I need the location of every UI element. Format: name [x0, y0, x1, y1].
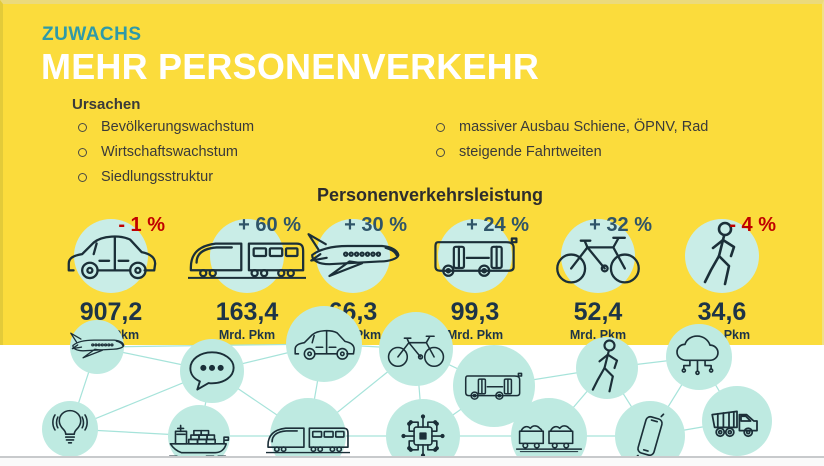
yellow-background: [0, 0, 824, 345]
bullet-icon: [436, 148, 445, 157]
teal-circle: [438, 219, 512, 293]
bus-icon: [464, 372, 523, 400]
mode-unit: Mrd. Pkm: [82, 328, 140, 342]
pedestrian-icon: [591, 339, 619, 393]
plane-icon: [304, 231, 402, 282]
mode-bike: + 32 % 52,4 Mrd. Pkm: [536, 214, 660, 342]
teal-circle: [561, 219, 635, 293]
mode-value: 66,3: [328, 298, 378, 326]
mode-unit: Mrd. Pkm: [218, 328, 276, 342]
pct-change: + 24 %: [466, 214, 529, 236]
pct-change: + 30 %: [344, 214, 407, 236]
mode-value: 163,4: [215, 298, 279, 326]
mode-plane: + 30 % 66,3 Mrd. Pkm: [291, 214, 415, 342]
microchip-icon: [401, 414, 445, 458]
bottom-divider: [0, 456, 824, 458]
mode-train: + 60 % 163,4 Mrd. Pkm: [185, 214, 309, 342]
list-item: steigende Fahrtweiten: [436, 144, 708, 169]
mode-bus: + 24 % 99,3 Mrd. Pkm: [413, 214, 537, 342]
teal-circle: [74, 219, 148, 293]
pct-change: - 4 %: [729, 214, 776, 236]
teal-circle: [316, 219, 390, 293]
mode-walk: - 4 % 34,6 Mrd. Pkm: [660, 214, 784, 342]
list-item: massiver Ausbau Schiene, ÖPNV, Rad: [436, 119, 708, 144]
mode-unit: Mrd. Pkm: [324, 328, 382, 342]
bullet-icon: [78, 123, 87, 132]
pct-change: + 32 %: [589, 214, 652, 236]
mode-value: 52,4: [573, 298, 623, 326]
teal-circle: [210, 219, 284, 293]
pct-change: + 60 %: [238, 214, 301, 236]
list-item: Bevölkerungswachstum: [78, 119, 254, 144]
lightbulb-icon: [52, 409, 88, 444]
freight-wagons-icon: [516, 425, 582, 453]
smartphone-icon: [634, 413, 665, 459]
below-divider-area: [0, 458, 824, 466]
page-title: MEHR PERSONENVERKEHR: [41, 46, 540, 87]
section-title: Personenverkehrsleistung: [316, 185, 544, 205]
causes-heading: Ursachen: [72, 96, 141, 113]
pct-change: - 1 %: [118, 214, 165, 236]
mode-unit: Mrd. Pkm: [569, 328, 627, 342]
bullet-icon: [78, 148, 87, 157]
bullet-icon: [78, 173, 87, 182]
mode-value: 99,3: [450, 298, 500, 326]
train-icon: [266, 427, 350, 454]
teal-circle: [685, 219, 759, 293]
kicker: ZUWACHS: [42, 24, 142, 45]
causes-list-left: Bevölkerungswachstum Wirtschaftswachstum…: [78, 119, 254, 194]
mode-value: 34,6: [697, 298, 747, 326]
bus-icon: [429, 232, 521, 280]
mode-car: - 1 % 907,2 Mrd. Pkm: [49, 214, 173, 342]
mode-unit: Mrd. Pkm: [693, 328, 751, 342]
causes-list-right: massiver Ausbau Schiene, ÖPNV, Rad steig…: [436, 119, 708, 169]
train-icon: [188, 232, 306, 280]
mode-value: 907,2: [79, 298, 143, 326]
speech-bubble-icon: [189, 351, 235, 391]
list-item: Wirtschaftswachstum: [78, 144, 254, 169]
list-item: Siedlungsstruktur: [78, 169, 254, 194]
mode-unit: Mrd. Pkm: [446, 328, 504, 342]
dump-truck-icon: [711, 410, 758, 438]
container-ship-icon: [168, 424, 230, 458]
bullet-icon: [436, 123, 445, 132]
